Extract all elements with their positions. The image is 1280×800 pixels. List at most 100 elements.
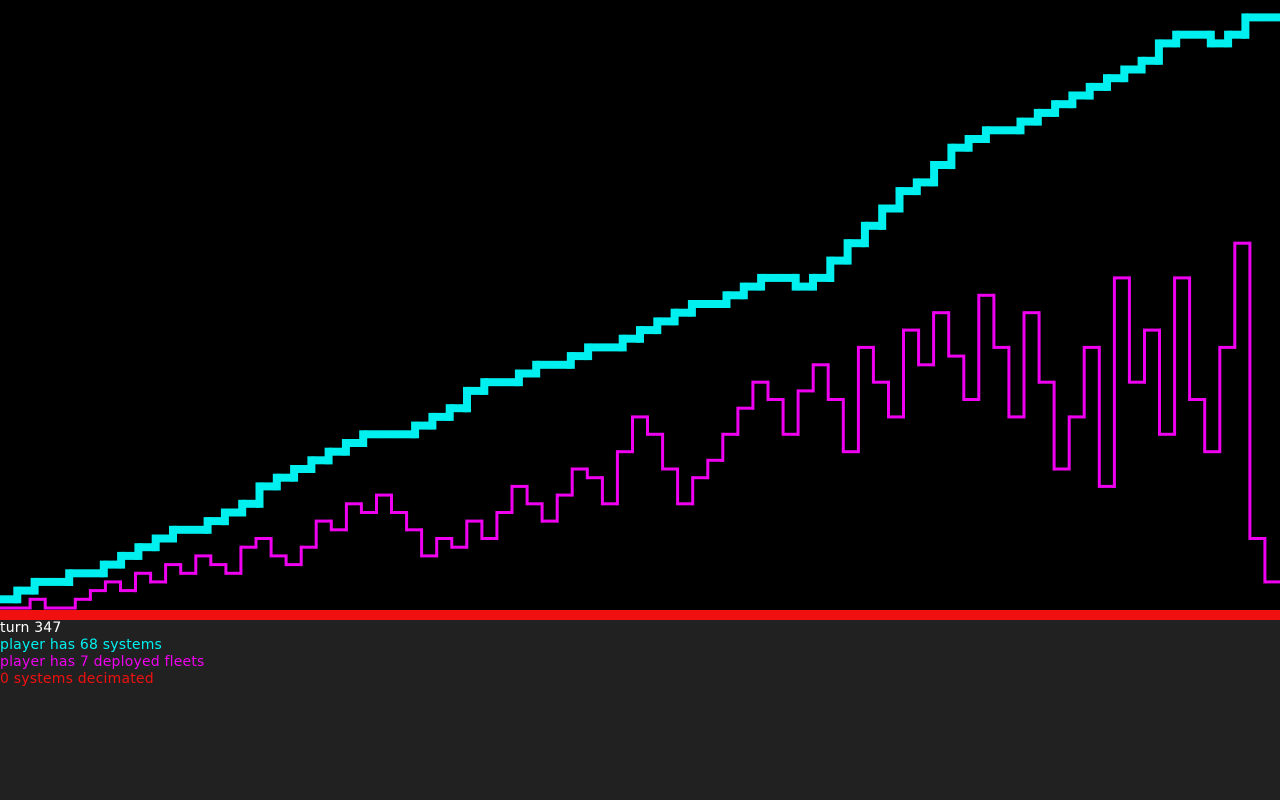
- fleets-segment: [1084, 345, 1100, 349]
- fleets-segment: [496, 511, 513, 514]
- systems-step: [445, 404, 454, 421]
- fleets-step: [1007, 345, 1011, 419]
- systems-step: [566, 352, 575, 369]
- fleets-segment: [1099, 484, 1115, 488]
- fleets-step: [209, 554, 213, 567]
- fleets-step: [314, 519, 318, 549]
- systems-step: [359, 430, 368, 447]
- fleets-step: [751, 380, 755, 410]
- systems-segment: [691, 300, 710, 308]
- fleets-segment: [1159, 432, 1176, 436]
- systems-segment: [1245, 13, 1264, 22]
- fleets-segment: [1054, 467, 1070, 471]
- systems-step: [947, 143, 956, 170]
- systems-step: [912, 178, 921, 196]
- systems-step: [65, 569, 74, 586]
- systems-segment: [224, 508, 243, 517]
- systems-segment: [968, 135, 987, 143]
- fleets-step: [1112, 276, 1116, 488]
- fleets-segment: [737, 406, 754, 410]
- systems-count-text: player has 68 systems: [0, 637, 163, 653]
- fleets-segment: [978, 293, 995, 297]
- fleets-step: [1218, 345, 1222, 454]
- fleets-step: [570, 467, 574, 497]
- systems-segment: [173, 525, 191, 534]
- systems-segment: [103, 560, 122, 569]
- fleets-step: [224, 563, 228, 575]
- systems-step: [618, 334, 627, 352]
- systems-segment: [86, 569, 105, 578]
- fleets-segment: [1024, 311, 1040, 315]
- fleets-step: [721, 432, 725, 462]
- fleets-step: [661, 432, 665, 471]
- fleets-segment: [1234, 241, 1251, 245]
- fleets-step: [676, 467, 680, 506]
- systems-step: [1154, 39, 1163, 65]
- systems-segment: [1037, 108, 1056, 117]
- systems-step: [411, 421, 420, 439]
- fleets-step: [103, 580, 107, 593]
- fleets-segment: [0, 606, 16, 610]
- fleets-segment: [376, 493, 393, 497]
- systems-segment: [501, 378, 520, 387]
- systems-step: [1206, 30, 1215, 48]
- fleets-segment: [903, 328, 920, 332]
- fleets-step: [841, 398, 845, 454]
- systems-segment: [276, 473, 295, 482]
- fleets-segment: [828, 398, 844, 401]
- systems-step: [307, 456, 316, 473]
- systems-step: [99, 560, 108, 578]
- systems-segment: [934, 161, 952, 169]
- fleets-segment: [60, 606, 76, 610]
- systems-segment: [985, 126, 1004, 135]
- fleets-step: [1233, 241, 1237, 349]
- fleets-step: [540, 502, 544, 523]
- systems-segment: [1107, 74, 1125, 83]
- systems-segment: [484, 378, 503, 387]
- fleets-segment: [527, 502, 543, 506]
- systems-step: [151, 534, 160, 552]
- fleets-step: [1097, 345, 1101, 488]
- systems-segment: [726, 291, 745, 300]
- fleets-step: [781, 398, 785, 436]
- systems-step: [220, 508, 229, 526]
- fleets-segment: [105, 580, 121, 584]
- fleets-segment: [75, 597, 91, 601]
- fleets-segment: [225, 571, 242, 575]
- fleets-segment: [120, 589, 137, 593]
- fleets-segment: [240, 545, 257, 549]
- fleets-segment: [722, 432, 739, 436]
- fleets-step: [284, 554, 288, 567]
- fleets-step: [359, 502, 363, 514]
- systems-step: [203, 517, 212, 534]
- fleets-segment: [1039, 380, 1055, 384]
- fleets-segment: [286, 563, 302, 567]
- fleets-segment: [436, 537, 453, 540]
- fleets-segment: [963, 398, 980, 401]
- fleets-step: [179, 563, 183, 575]
- systems-step: [117, 551, 126, 569]
- systems-segment: [155, 534, 174, 543]
- systems-segment: [0, 595, 18, 604]
- systems-segment: [1228, 30, 1246, 39]
- fleets-step: [1263, 537, 1267, 584]
- fleets-segment: [256, 537, 272, 540]
- fleets-segment: [271, 554, 287, 558]
- fleets-step: [1143, 328, 1146, 384]
- systems-step: [757, 273, 766, 291]
- fleets-step: [450, 537, 454, 549]
- fleets-segment: [692, 476, 709, 480]
- systems-segment: [311, 456, 330, 465]
- fleets-segment: [948, 354, 965, 358]
- systems-step: [428, 412, 437, 430]
- systems-segment: [294, 465, 312, 473]
- fleets-segment: [557, 493, 573, 497]
- systems-segment: [518, 369, 537, 378]
- fleets-step: [435, 537, 439, 558]
- fleets-series: [0, 241, 1280, 610]
- fleets-segment: [632, 415, 649, 419]
- systems-step: [843, 239, 852, 265]
- systems-step: [860, 221, 869, 248]
- fleets-step: [932, 311, 936, 367]
- systems-step: [653, 317, 662, 335]
